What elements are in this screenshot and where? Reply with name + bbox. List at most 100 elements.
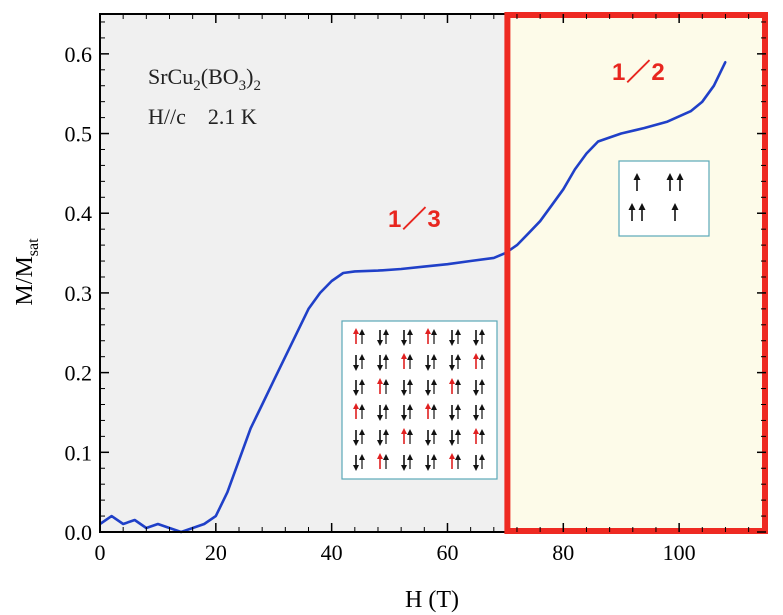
data-point (620, 132, 623, 135)
spin-arrow-head (449, 440, 455, 446)
spin-arrow-head (407, 429, 413, 435)
spin-arrow-head (628, 203, 636, 210)
data-point (724, 60, 727, 63)
y-axis-title: M/Msat (12, 238, 42, 306)
spin-arrow-head (425, 465, 431, 471)
y-tick-label: 0.3 (65, 281, 93, 306)
sample-formula: SrCu2(BO3)2 (148, 64, 261, 94)
data-point (573, 168, 576, 171)
spin-arrow-head (353, 440, 359, 446)
data-point (377, 269, 379, 272)
spin-arrow-head (407, 404, 413, 410)
spin-arrow-head (377, 365, 383, 371)
spin-arrow-head (431, 354, 437, 360)
data-point (272, 379, 275, 382)
spin-arrow-head (449, 453, 455, 459)
spin-arrow-head (407, 354, 413, 360)
y-tick-label: 0.6 (65, 42, 93, 67)
x-tick-label: 100 (663, 540, 696, 565)
spin-arrow-head (455, 329, 461, 335)
spin-arrow-head (353, 390, 359, 396)
spin-arrow-head (473, 353, 479, 359)
spin-arrow-head (401, 353, 407, 359)
spin-arrow-head (377, 440, 383, 446)
spin-arrow-head (359, 379, 365, 385)
spin-arrow-head (401, 465, 407, 471)
x-tick-label: 40 (321, 540, 343, 565)
data-point (110, 515, 113, 517)
data-point (712, 84, 715, 87)
spin-arrow-head (377, 453, 383, 459)
spin-arrow-head (425, 440, 431, 446)
spin-arrow-head (359, 454, 365, 460)
data-point (238, 459, 240, 462)
spin-arrow-head (425, 328, 431, 334)
spin-arrow-head (449, 365, 455, 371)
y-tick-label: 0.4 (65, 201, 93, 226)
spin-arrow-head (479, 354, 485, 360)
data-point (133, 519, 136, 521)
spin-arrow-head (671, 203, 679, 210)
spin-arrow-head (383, 329, 389, 335)
field-regions (100, 14, 766, 532)
data-point (562, 188, 565, 191)
plateau-label-one-half: 1／2 (612, 59, 666, 86)
data-point (701, 100, 704, 103)
data-point (307, 307, 310, 310)
data-point (608, 136, 611, 139)
data-point (492, 256, 495, 259)
spin-arrow-head (449, 378, 455, 384)
data-point (689, 110, 692, 113)
data-point (330, 280, 333, 282)
x-tick-label: 0 (95, 540, 106, 565)
inset-one-third (341, 320, 498, 480)
data-point (284, 355, 287, 358)
spin-arrow-head (449, 340, 455, 346)
y-tick-label: 0.1 (65, 440, 93, 465)
spin-arrow-head (638, 203, 646, 210)
spin-arrow-head (353, 328, 359, 334)
data-point (585, 152, 588, 155)
data-point (296, 331, 298, 334)
spin-arrow-head (353, 365, 359, 371)
spin-arrow-head (431, 454, 437, 460)
spin-arrow-head (401, 390, 407, 396)
data-point (550, 204, 553, 207)
spin-arrow-head (455, 429, 461, 435)
data-point (226, 491, 229, 494)
spin-arrow-head (383, 404, 389, 410)
x-tick-label: 80 (552, 540, 574, 565)
spin-arrow-head (479, 404, 485, 410)
spin-arrow-head (473, 340, 479, 346)
data-point (249, 427, 252, 430)
spin-arrow-head (479, 454, 485, 460)
data-point (400, 268, 403, 270)
data-point (203, 523, 206, 525)
axes: 0 20 40 60 80 100 0.0 0.1 0.2 0.3 0.4 0.5 0.6 (65, 12, 768, 565)
spin-arrow-head (425, 390, 431, 396)
spin-arrow-head (353, 465, 359, 471)
spin-arrow-head (473, 428, 479, 434)
data-point (539, 220, 542, 223)
measurement-conditions: H//c 2.1 K (148, 104, 257, 129)
data-point (597, 140, 599, 143)
spin-structure-insets (341, 160, 710, 480)
spin-arrow-head (455, 454, 461, 460)
spin-arrow-head (431, 404, 437, 410)
spin-arrow-head (473, 465, 479, 471)
spin-arrow-head (359, 329, 365, 335)
y-tick-label: 0.5 (65, 122, 93, 147)
x-axis-title: H (T) (405, 587, 459, 613)
spin-arrow-head (473, 390, 479, 396)
data-point (353, 270, 356, 273)
spin-arrow-head (407, 454, 413, 460)
spin-arrow-head (407, 379, 413, 385)
y-tick-label: 0.0 (65, 520, 93, 545)
data-point (214, 515, 217, 517)
data-point (423, 265, 426, 268)
spin-arrow-head (479, 429, 485, 435)
spin-arrow-head (359, 404, 365, 410)
data-point (469, 260, 472, 262)
spin-arrow-head (633, 173, 641, 180)
data-point (122, 523, 125, 525)
